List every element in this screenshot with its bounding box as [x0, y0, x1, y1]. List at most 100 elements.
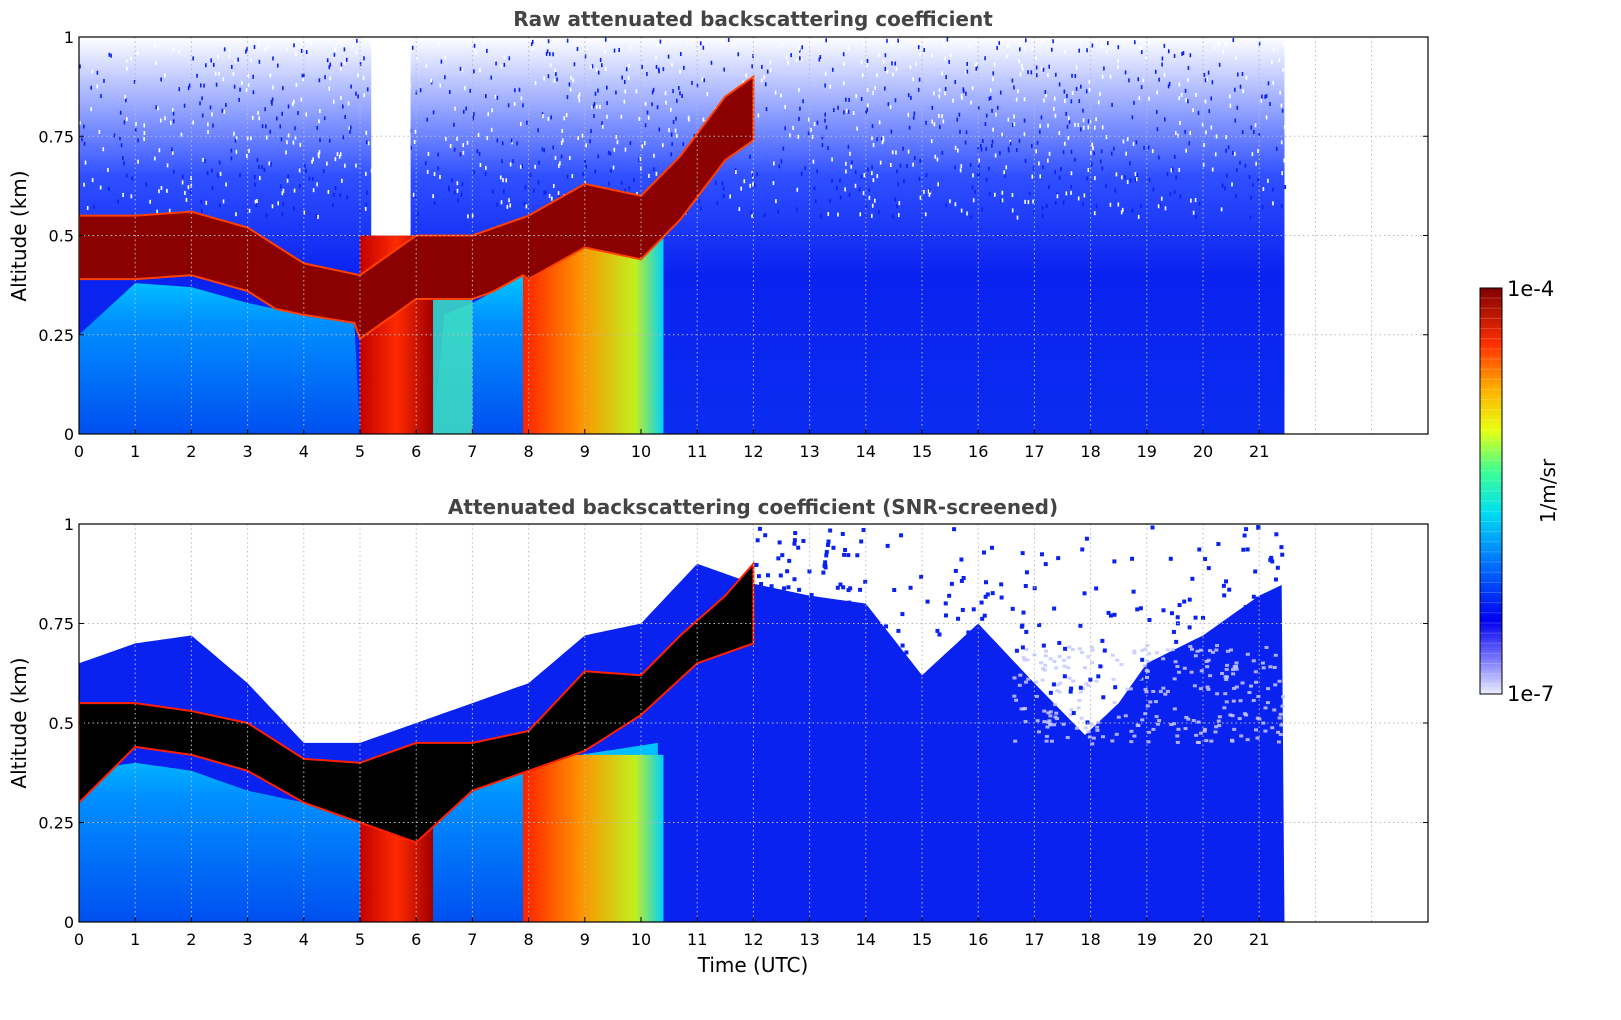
screened-speckle	[980, 616, 985, 621]
noise-speckle	[860, 96, 863, 101]
noise-speckle	[623, 79, 626, 84]
noise-speckle	[171, 108, 174, 113]
noise-speckle	[1278, 712, 1283, 716]
noise-speckle	[675, 133, 678, 138]
noise-speckle	[192, 56, 194, 61]
noise-speckle	[824, 71, 827, 76]
noise-speckle	[555, 72, 557, 77]
noise-speckle	[593, 101, 596, 106]
noise-speckle	[1061, 658, 1066, 662]
noise-speckle	[1229, 103, 1232, 108]
noise-speckle	[1055, 683, 1060, 687]
noise-speckle	[907, 93, 910, 98]
screened-speckle	[1112, 559, 1117, 564]
noise-speckle	[1196, 720, 1201, 724]
noise-speckle	[832, 108, 835, 113]
noise-speckle	[1133, 40, 1136, 45]
noise-speckle	[248, 148, 250, 153]
noise-speckle	[451, 178, 453, 183]
noise-speckle	[808, 41, 811, 46]
noise-speckle	[1046, 711, 1051, 715]
noise-speckle	[1270, 60, 1273, 65]
noise-speckle	[500, 64, 503, 69]
noise-speckle	[1231, 668, 1236, 672]
screened-speckle	[1206, 566, 1211, 571]
screened-speckle	[1057, 640, 1062, 645]
noise-speckle	[623, 99, 626, 104]
noise-speckle	[182, 174, 184, 179]
raw-backscatter-heatmap	[79, 37, 1428, 434]
noise-speckle	[1247, 690, 1252, 694]
noise-speckle	[1043, 663, 1048, 667]
noise-speckle	[258, 59, 261, 64]
noise-speckle	[100, 94, 102, 99]
noise-speckle	[737, 52, 740, 57]
noise-speckle	[942, 119, 945, 124]
noise-speckle	[411, 45, 414, 50]
noise-speckle	[884, 86, 886, 91]
noise-speckle	[1080, 84, 1082, 89]
noise-speckle	[549, 63, 552, 68]
noise-speckle	[206, 171, 209, 176]
screened-speckle	[755, 538, 760, 543]
noise-speckle	[529, 173, 532, 178]
noise-speckle	[1074, 122, 1076, 127]
noise-speckle	[110, 53, 112, 58]
noise-speckle	[1093, 151, 1095, 156]
noise-speckle	[1175, 664, 1180, 668]
screened-speckle	[1069, 686, 1074, 691]
noise-speckle	[599, 57, 602, 62]
screened-speckle	[1269, 555, 1274, 560]
noise-speckle	[1231, 182, 1233, 187]
noise-speckle	[554, 68, 556, 73]
precipitation-column	[522, 754, 664, 922]
noise-speckle	[1063, 89, 1066, 94]
noise-speckle	[1147, 730, 1152, 734]
noise-speckle	[1101, 44, 1103, 49]
noise-speckle	[1111, 677, 1116, 681]
noise-speckle	[985, 113, 988, 118]
noise-speckle	[1099, 159, 1102, 164]
screened-speckle	[1088, 677, 1093, 682]
noise-speckle	[1083, 726, 1088, 730]
noise-speckle	[430, 78, 433, 83]
noise-speckle	[1134, 171, 1137, 176]
noise-speckle	[1074, 157, 1076, 162]
noise-speckle	[566, 174, 569, 179]
noise-speckle	[1111, 102, 1113, 107]
noise-speckle	[519, 122, 522, 127]
noise-speckle	[584, 180, 586, 185]
screened-speckle	[1193, 615, 1198, 620]
noise-speckle	[1013, 739, 1018, 743]
noise-speckle	[1225, 41, 1227, 46]
x-tick-label: 1	[130, 442, 140, 461]
screened-speckle	[981, 550, 986, 555]
noise-speckle	[735, 170, 737, 175]
noise-speckle	[991, 139, 994, 144]
noise-speckle	[464, 85, 466, 90]
screened-speckle	[1098, 664, 1103, 669]
y-tick-label: 0	[64, 913, 74, 932]
noise-speckle	[595, 67, 598, 72]
noise-speckle	[1143, 647, 1148, 651]
noise-speckle	[958, 112, 961, 117]
noise-speckle	[254, 199, 257, 204]
noise-speckle	[203, 83, 205, 88]
noise-speckle	[1225, 649, 1230, 653]
noise-speckle	[764, 82, 767, 87]
noise-speckle	[356, 38, 358, 43]
screened-speckle	[959, 557, 964, 562]
noise-speckle	[1097, 100, 1100, 105]
noise-speckle	[1189, 647, 1194, 651]
noise-speckle	[1031, 143, 1033, 148]
noise-speckle	[218, 160, 221, 165]
noise-speckle	[317, 152, 320, 157]
noise-speckle	[215, 82, 218, 87]
noise-speckle	[553, 78, 556, 83]
noise-speckle	[1023, 720, 1028, 724]
noise-speckle	[865, 203, 868, 208]
noise-speckle	[786, 55, 788, 60]
noise-speckle	[1175, 175, 1177, 180]
noise-speckle	[923, 189, 925, 194]
noise-speckle	[799, 56, 801, 61]
